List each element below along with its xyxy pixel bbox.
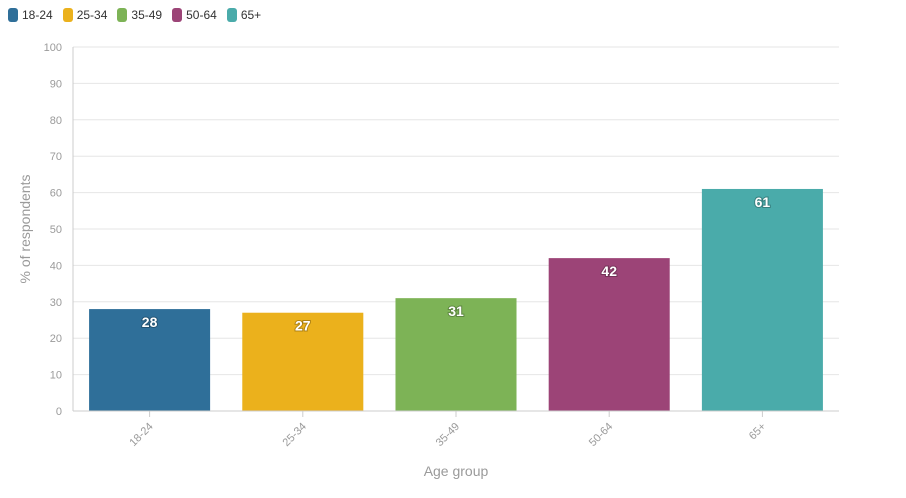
y-tick-label: 0	[56, 406, 62, 418]
y-tick-label: 90	[50, 78, 62, 90]
legend-label: 65+	[240, 8, 262, 22]
data-label: 27	[295, 318, 311, 334]
legend: 18-24 25-34 35-49 50-64 65+	[8, 8, 261, 22]
data-label: 31	[448, 303, 464, 319]
x-tick-label: 35-49	[434, 421, 462, 449]
y-tick-label: 70	[50, 151, 62, 163]
bar-50-64[interactable]	[548, 258, 670, 411]
x-tick-label: 50-64	[587, 421, 615, 449]
bar-35-49[interactable]	[395, 298, 517, 411]
bar-25-34[interactable]	[242, 312, 364, 411]
y-tick-label: 100	[44, 42, 62, 54]
y-tick-label: 60	[50, 188, 62, 200]
legend-swatch	[62, 8, 73, 22]
x-axis-title: Age group	[424, 463, 489, 479]
y-tick-label: 40	[50, 260, 62, 272]
legend-swatch	[8, 8, 18, 22]
y-tick-label: 20	[50, 333, 62, 345]
x-tick-label: 18-24	[127, 421, 155, 449]
y-tick-label: 50	[50, 224, 62, 236]
legend-item-50-64[interactable]: 50-64	[172, 8, 217, 22]
legend-label: 18-24	[22, 8, 53, 22]
legend-item-18-24[interactable]: 18-24	[8, 8, 53, 22]
legend-swatch	[117, 8, 128, 22]
legend-label: 50-64	[186, 8, 217, 22]
y-tick-label: 10	[50, 370, 62, 382]
y-tick-label: 80	[50, 115, 62, 127]
data-label: 61	[755, 194, 771, 210]
legend-swatch	[172, 8, 183, 22]
bar-18-24[interactable]	[89, 309, 211, 411]
legend-label: 25-34	[76, 8, 108, 22]
y-tick-label: 30	[50, 297, 62, 309]
legend-swatch	[226, 8, 237, 22]
data-label: 42	[601, 263, 617, 279]
bar-65+[interactable]	[701, 188, 823, 411]
legend-label: 35-49	[131, 8, 163, 22]
y-axis-title: % of respondents	[17, 175, 33, 284]
data-label: 28	[142, 314, 158, 330]
legend-item-35-49[interactable]: 35-49	[117, 8, 162, 22]
x-tick-label: 25-34	[281, 421, 309, 449]
x-tick-label: 65+	[747, 421, 769, 443]
legend-item-25-34[interactable]: 25-34	[62, 8, 108, 22]
legend-item-65+[interactable]: 65+	[226, 8, 262, 22]
